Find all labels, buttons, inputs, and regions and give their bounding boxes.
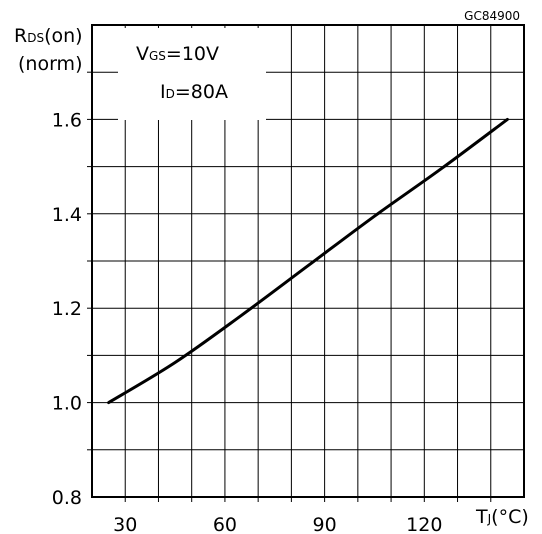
y-tick-label: 0.8 bbox=[52, 487, 82, 509]
y-axis-unit: (norm) bbox=[18, 53, 82, 75]
condition-id: ID=80A bbox=[160, 81, 228, 103]
condition-vgs: VGS=10V bbox=[136, 43, 219, 65]
x-tick-label: 60 bbox=[213, 514, 237, 534]
y-tick-labels: 0.8 1.0 1.2 1.4 1.6 bbox=[52, 109, 82, 509]
y-tick-label: 1.2 bbox=[52, 298, 82, 320]
grid bbox=[92, 25, 524, 497]
y-tick-label: 1.0 bbox=[52, 393, 82, 415]
ticks bbox=[87, 71, 492, 502]
x-tick-label: 30 bbox=[113, 514, 137, 534]
x-tick-label: 90 bbox=[313, 514, 337, 534]
conditions-box bbox=[118, 28, 266, 120]
y-tick-label: 1.4 bbox=[52, 204, 82, 226]
y-axis-label: RDS(on) bbox=[14, 25, 83, 47]
figure-code: GC84900 bbox=[464, 9, 520, 23]
series-line bbox=[107, 117, 509, 405]
y-tick-label: 1.6 bbox=[52, 109, 82, 131]
x-tick-labels: 30 60 90 120 bbox=[113, 514, 442, 534]
x-tick-label: 120 bbox=[406, 514, 442, 534]
x-axis-label: TJ(°C) bbox=[475, 506, 529, 528]
